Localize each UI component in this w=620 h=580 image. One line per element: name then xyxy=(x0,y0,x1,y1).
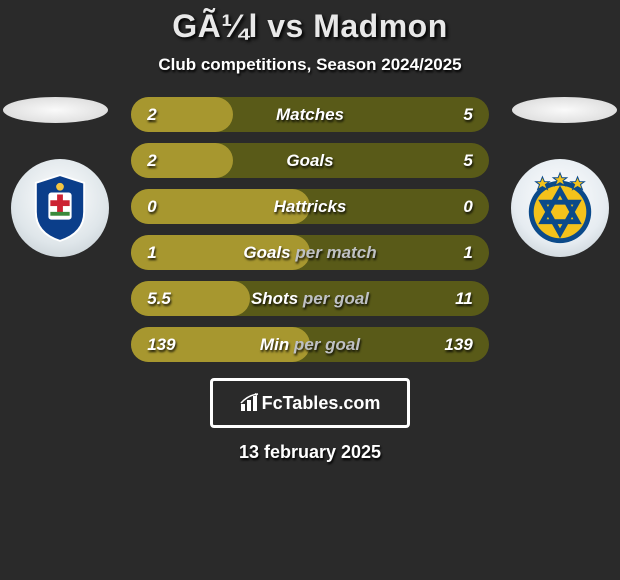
brand-logo: FcTables.com xyxy=(240,393,381,414)
main-row: 25Matches25Goals00Hattricks11Goals per m… xyxy=(0,97,620,362)
stat-right-value: 11 xyxy=(455,289,473,309)
stat-list: 25Matches25Goals00Hattricks11Goals per m… xyxy=(131,97,489,362)
stat-label: Min per goal xyxy=(260,335,360,355)
stat-bar: 1 1 Goals per match xyxy=(131,235,489,270)
maccabi-crest-icon xyxy=(521,169,599,247)
comparison-card: GÃ¼l vs Madmon Club competitions, Season… xyxy=(0,0,620,580)
stat-left-value: 2 xyxy=(147,105,156,125)
stat-right-value: 139 xyxy=(444,335,472,355)
stat-label: Shots per goal xyxy=(251,289,369,309)
club-logo-left xyxy=(11,159,109,257)
brand-text: FcTables.com xyxy=(262,393,381,414)
stat-left-value: 0 xyxy=(147,197,156,217)
page-title: GÃ¼l vs Madmon xyxy=(172,8,448,45)
stat-left-value: 1 xyxy=(147,243,156,263)
stat-left-value: 2 xyxy=(147,151,156,171)
stat-label: Matches xyxy=(276,105,344,125)
stat-bar: 139 139 Min per goal xyxy=(131,327,489,362)
bars-icon xyxy=(240,393,260,413)
date-text: 13 february 2025 xyxy=(239,442,381,463)
subtitle: Club competitions, Season 2024/2025 xyxy=(158,55,461,75)
player-photo-placeholder-left xyxy=(3,97,108,123)
stat-bar: 2 5 Matches xyxy=(131,97,489,132)
stat-label: Goals xyxy=(286,151,333,171)
stat-label: Hattricks xyxy=(274,197,347,217)
stat-right-value: 1 xyxy=(463,243,472,263)
stat-bar: 2 5 Goals xyxy=(131,143,489,178)
stat-right-value: 5 xyxy=(463,151,472,171)
stat-right-value: 0 xyxy=(463,197,472,217)
club-logo-right xyxy=(511,159,609,257)
stat-right-value: 5 xyxy=(463,105,472,125)
stat-left-value: 5.5 xyxy=(147,289,171,309)
player-photo-placeholder-right xyxy=(512,97,617,123)
brand-badge: FcTables.com xyxy=(210,378,410,428)
porto-crest-icon xyxy=(31,173,89,243)
stat-left-value: 139 xyxy=(147,335,175,355)
stat-bar: 5.5 11 Shots per goal xyxy=(131,281,489,316)
stat-bar: 0 0 Hattricks xyxy=(131,189,489,224)
left-player-column xyxy=(0,97,119,257)
right-player-column xyxy=(501,97,620,257)
stat-label: Goals per match xyxy=(243,243,376,263)
